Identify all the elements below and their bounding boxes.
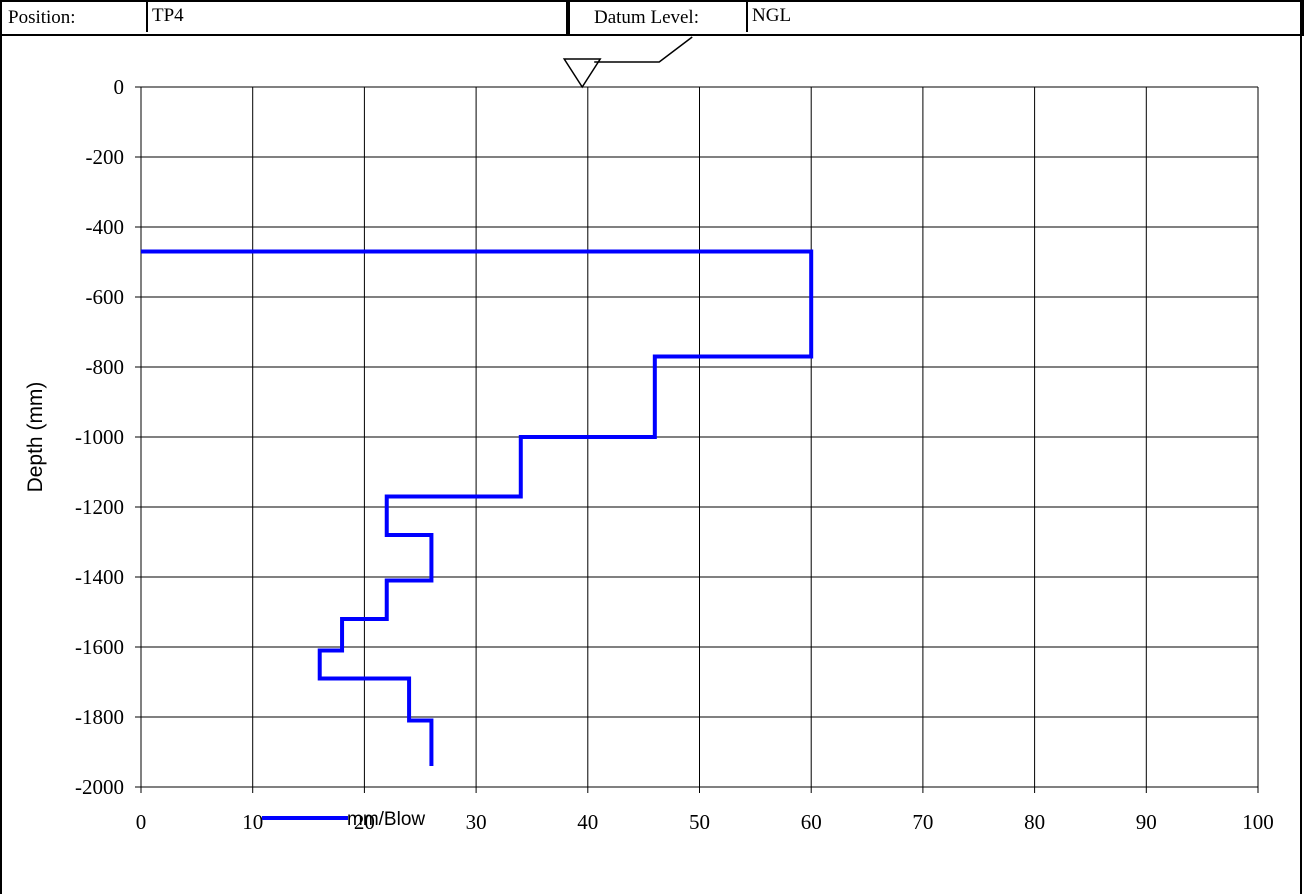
legend-label: mm/Blow xyxy=(347,809,425,830)
y-tick-label: 0 xyxy=(114,75,125,99)
datum-value: NGL xyxy=(752,5,792,26)
x-tick-label: 60 xyxy=(801,810,822,834)
legend: mm/Blow xyxy=(262,809,425,830)
inverted-triangle-icon xyxy=(562,58,602,89)
grid-lines xyxy=(135,86,1259,793)
x-tick-label: 70 xyxy=(912,810,933,834)
x-tick-label: 50 xyxy=(689,810,710,834)
y-tick-label: -2000 xyxy=(75,775,124,799)
y-tick-label: -400 xyxy=(86,215,125,239)
x-tick-labels: 0 10 20 30 40 50 60 70 80 90 100 xyxy=(136,810,1274,834)
x-tick-label: 10 xyxy=(242,810,263,834)
y-axis-label: Depth (mm) xyxy=(24,382,47,493)
position-label: Position: xyxy=(8,7,76,28)
x-tick-label: 80 xyxy=(1024,810,1045,834)
x-tick-label: 100 xyxy=(1242,810,1274,834)
ground-marker xyxy=(562,36,693,89)
x-tick-label: 30 xyxy=(466,810,487,834)
datum-value-box: NGL xyxy=(746,0,791,32)
y-tick-labels: 0 -200 -400 -600 -800 -1000 -1200 -1400 -1600 -18… xyxy=(75,75,124,799)
y-tick-label: -800 xyxy=(86,355,125,379)
y-tick-label: -600 xyxy=(86,285,125,309)
y-tick-label: -1200 xyxy=(75,495,124,519)
position-value-box: TP4 xyxy=(146,0,184,32)
position-value: TP4 xyxy=(152,5,184,26)
datum-label: Datum Level: xyxy=(594,7,699,28)
marker-leader-line xyxy=(594,36,693,63)
y-tick-label: -1800 xyxy=(75,705,124,729)
datum-cell: Datum Level: NGL xyxy=(566,0,1304,36)
y-tick-label: -200 xyxy=(86,145,125,169)
y-tick-label: -1000 xyxy=(75,425,124,449)
y-tick-label: -1400 xyxy=(75,565,124,589)
x-tick-label: 0 xyxy=(136,810,147,834)
x-tick-label: 40 xyxy=(577,810,598,834)
y-tick-label: -1600 xyxy=(75,635,124,659)
position-cell: Position: TP4 xyxy=(0,0,570,36)
series-line-mm-blow xyxy=(141,249,814,766)
x-tick-label: 90 xyxy=(1136,810,1157,834)
x-tick-label: 20 xyxy=(354,810,375,834)
